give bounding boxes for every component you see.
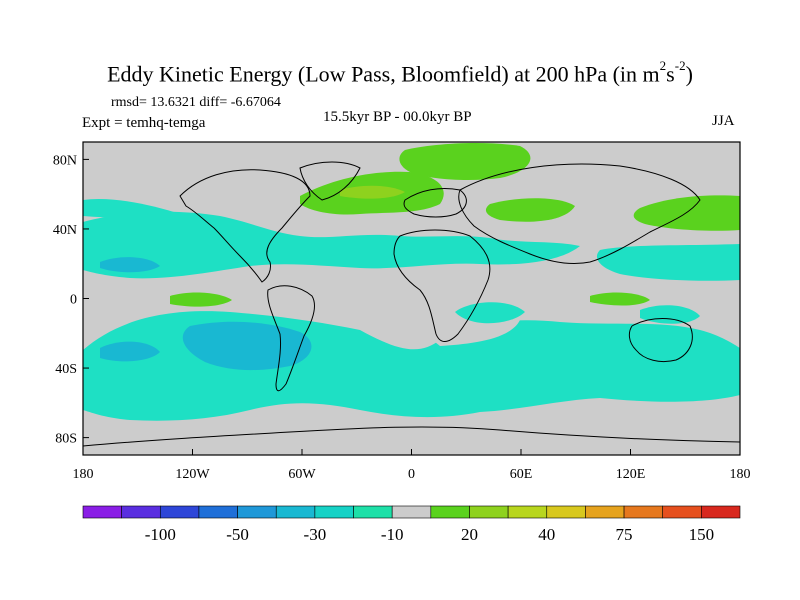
colorbar-swatch xyxy=(237,505,277,519)
coast-europe xyxy=(403,187,467,218)
field-region-sh-neutral xyxy=(420,319,520,346)
coast-greenland xyxy=(299,161,361,201)
field-region-tropical-green-1 xyxy=(170,292,232,307)
coastlines xyxy=(83,161,740,447)
x-tick-label: 0 xyxy=(408,467,415,482)
colorbar-swatch xyxy=(391,505,432,519)
colorbar-swatch xyxy=(121,505,161,519)
colorbar-swatch xyxy=(701,505,741,519)
field-region-tropical-green-2 xyxy=(590,292,650,306)
colorbar-label: 75 xyxy=(616,525,633,544)
field-region-n-pacific-green xyxy=(633,195,740,231)
colorbar-swatch xyxy=(82,505,122,519)
coast-australia xyxy=(628,318,693,363)
colorbar-label: -30 xyxy=(304,525,327,544)
x-tick-label: 120W xyxy=(175,467,210,482)
x-tick-label: 120E xyxy=(616,467,646,482)
colorbar-swatch xyxy=(469,505,509,519)
colorbar-label: -10 xyxy=(381,525,404,544)
colorbar-swatch xyxy=(314,505,354,519)
colorbar-swatch xyxy=(507,505,548,519)
y-tick-label: 40N xyxy=(53,223,77,238)
field-region-n-atlantic-lightgreen xyxy=(340,185,405,199)
colorbar-label: 40 xyxy=(538,525,555,544)
field-layer xyxy=(83,143,740,421)
colorbar-swatch xyxy=(353,505,393,519)
field-region-nh-pacific-cyan xyxy=(596,244,740,281)
colorbar-swatch xyxy=(623,505,664,519)
x-tick-label: 60W xyxy=(288,467,316,482)
colorbar-label: -100 xyxy=(145,525,176,544)
field-region-arctic-green xyxy=(399,143,531,180)
period-label: 15.5kyr BP - 00.0kyr BP xyxy=(323,109,472,125)
coast-north-america xyxy=(179,169,311,283)
colorbar-swatch xyxy=(275,505,316,519)
colorbar-swatch xyxy=(430,505,470,519)
season-label: JJA xyxy=(712,113,735,129)
coast-asia xyxy=(458,163,701,265)
field-region-nh-cyan xyxy=(83,211,580,279)
field-region-madagascar xyxy=(455,302,525,324)
colorbar-swatch xyxy=(546,505,586,519)
stats-label: rmsd= 13.6321 diff= -6.67064 xyxy=(111,95,281,110)
x-axis: 180 120W 60W 0 60E 120E 180 xyxy=(73,449,751,482)
field-region-nh-blue xyxy=(100,257,160,273)
chart-title: Eddy Kinetic Energy (Low Pass, Bloomfiel… xyxy=(107,58,693,87)
experiment-label: Expt = temhq-temga xyxy=(82,115,206,131)
colorbar-label: 150 xyxy=(689,525,715,544)
colorbar-swatch xyxy=(662,505,702,519)
colorbar-label: -50 xyxy=(226,525,249,544)
field-region-eurasia-green xyxy=(485,198,575,222)
coast-south-america xyxy=(267,285,315,392)
colorbar-swatch xyxy=(585,505,625,519)
y-tick-label: 80S xyxy=(55,432,77,447)
colorbar-swatch xyxy=(159,505,200,519)
field-region-nh-west-cyan xyxy=(83,198,180,218)
y-tick-label: 80N xyxy=(53,153,77,168)
colorbar-label: 20 xyxy=(461,525,478,544)
y-axis: 80N 40N 0 40S 80S xyxy=(53,153,89,447)
x-tick-label: 180 xyxy=(73,467,94,482)
colorbar-swatch xyxy=(198,505,238,519)
field-region-sh-blue-2 xyxy=(100,341,160,362)
coast-africa xyxy=(393,229,491,342)
coast-antarctica xyxy=(83,426,740,447)
y-tick-label: 0 xyxy=(70,293,77,308)
x-tick-label: 180 xyxy=(730,467,751,482)
x-tick-label: 60E xyxy=(510,467,533,482)
y-tick-label: 40S xyxy=(55,362,77,377)
